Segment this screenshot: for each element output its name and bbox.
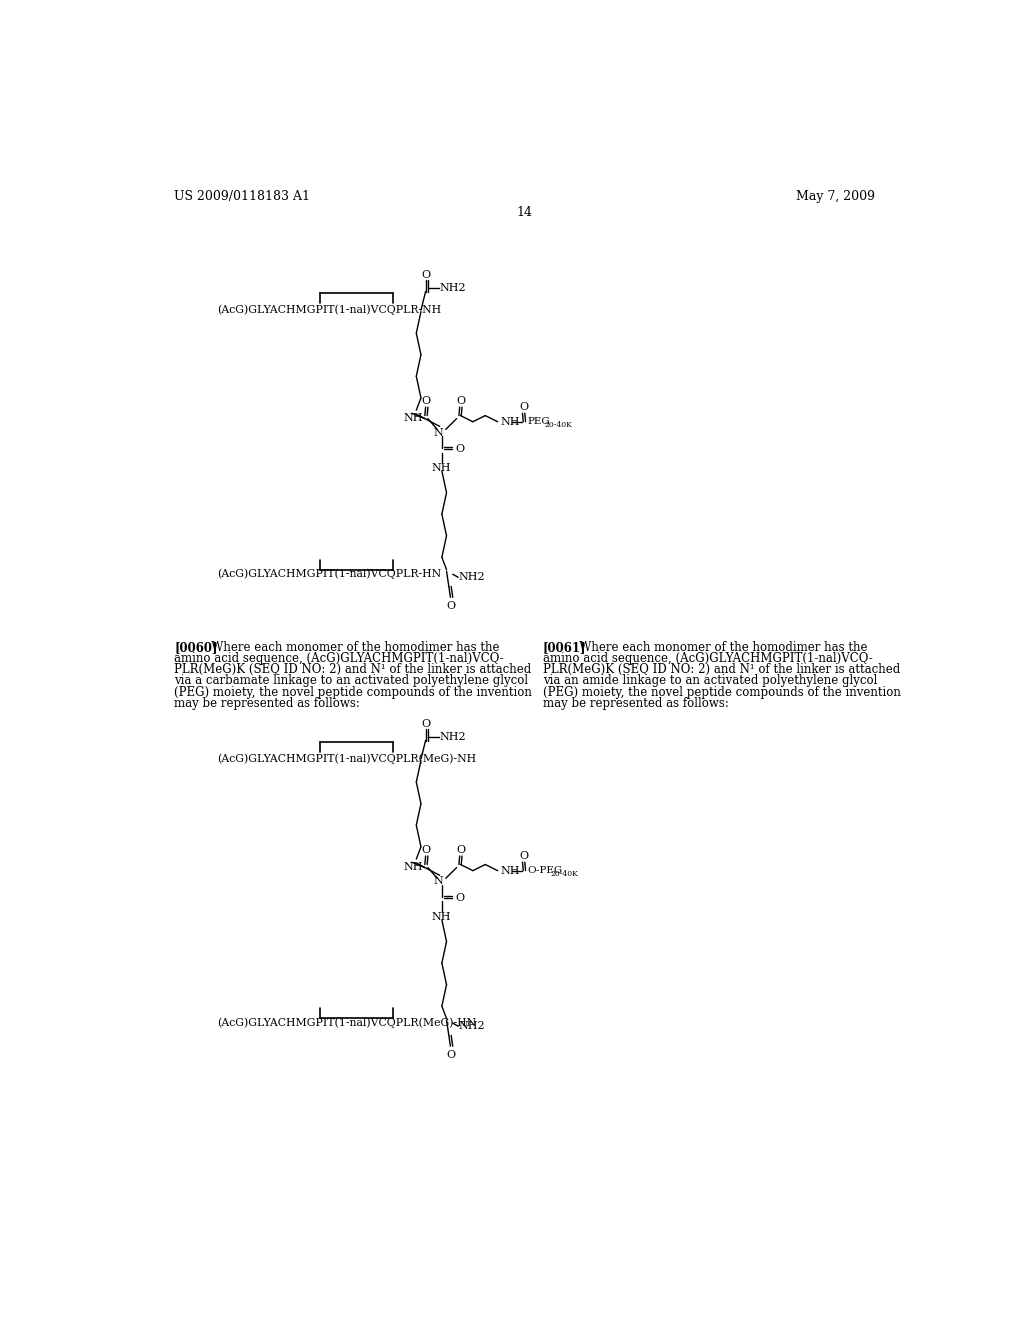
Text: NH: NH xyxy=(500,417,519,426)
Text: O: O xyxy=(422,845,431,855)
Text: [0061]: [0061] xyxy=(543,640,586,653)
Text: (AcG)GLYACHMGPIT(1-nal)VCQPLR(MeG)-NH: (AcG)GLYACHMGPIT(1-nal)VCQPLR(MeG)-NH xyxy=(217,754,476,764)
Text: NH: NH xyxy=(403,862,423,871)
Text: via an amide linkage to an activated polyethylene glycol: via an amide linkage to an activated pol… xyxy=(543,675,877,688)
Text: Where each monomer of the homodimer has the: Where each monomer of the homodimer has … xyxy=(568,640,867,653)
Text: O: O xyxy=(456,892,465,903)
Text: Where each monomer of the homodimer has the: Where each monomer of the homodimer has … xyxy=(200,640,500,653)
Text: O: O xyxy=(446,601,456,611)
Text: O: O xyxy=(519,851,528,861)
Text: NH2: NH2 xyxy=(439,731,466,742)
Text: (AcG)GLYACHMGPIT(1-nal)VCQPLR(MeG)-HN: (AcG)GLYACHMGPIT(1-nal)VCQPLR(MeG)-HN xyxy=(217,1016,476,1028)
Text: O: O xyxy=(456,845,465,855)
Text: may be represented as follows:: may be represented as follows: xyxy=(543,697,728,710)
Text: O: O xyxy=(422,269,431,280)
Text: O: O xyxy=(422,396,431,407)
Text: via a carbamate linkage to an activated polyethylene glycol: via a carbamate linkage to an activated … xyxy=(174,675,528,688)
Text: N: N xyxy=(433,876,442,887)
Text: May 7, 2009: May 7, 2009 xyxy=(796,190,876,203)
Text: amino acid sequence, (AcG)GLYACHMGPIT(1-nal)VCQ-: amino acid sequence, (AcG)GLYACHMGPIT(1-… xyxy=(543,652,872,665)
Text: NH: NH xyxy=(431,463,451,473)
Text: NH: NH xyxy=(500,866,519,875)
Text: (PEG) moiety, the novel peptide compounds of the invention: (PEG) moiety, the novel peptide compound… xyxy=(543,685,900,698)
Text: [0060]: [0060] xyxy=(174,640,218,653)
Text: O: O xyxy=(456,444,465,454)
Text: NH2: NH2 xyxy=(459,1022,485,1031)
Text: PLR(MeG)K (SEQ ID NO: 2) and N¹ of the linker is attached: PLR(MeG)K (SEQ ID NO: 2) and N¹ of the l… xyxy=(174,663,531,676)
Text: (AcG)GLYACHMGPIT(1-nal)VCQPLR-HN: (AcG)GLYACHMGPIT(1-nal)VCQPLR-HN xyxy=(217,568,441,578)
Text: O: O xyxy=(446,1049,456,1060)
Text: O: O xyxy=(519,403,528,412)
Text: PEG: PEG xyxy=(527,417,550,426)
Text: 20-40K: 20-40K xyxy=(544,421,572,429)
Text: amino acid sequence, (AcG)GLYACHMGPIT(1-nal)VCQ-: amino acid sequence, (AcG)GLYACHMGPIT(1-… xyxy=(174,652,504,665)
Text: NH: NH xyxy=(431,912,451,921)
Text: O-PEG: O-PEG xyxy=(527,866,562,875)
Text: US 2009/0118183 A1: US 2009/0118183 A1 xyxy=(174,190,310,203)
Text: (AcG)GLYACHMGPIT(1-nal)VCQPLR-NH: (AcG)GLYACHMGPIT(1-nal)VCQPLR-NH xyxy=(217,305,441,315)
Text: O: O xyxy=(456,396,465,407)
Text: NH2: NH2 xyxy=(459,573,485,582)
Text: NH: NH xyxy=(403,413,423,422)
Text: may be represented as follows:: may be represented as follows: xyxy=(174,697,360,710)
Text: 14: 14 xyxy=(517,206,532,219)
Text: (PEG) moiety, the novel peptide compounds of the invention: (PEG) moiety, the novel peptide compound… xyxy=(174,685,532,698)
Text: PLR(MeG)K (SEQ ID NO: 2) and N¹ of the linker is attached: PLR(MeG)K (SEQ ID NO: 2) and N¹ of the l… xyxy=(543,663,900,676)
Text: NH2: NH2 xyxy=(439,282,466,293)
Text: 20-40K: 20-40K xyxy=(550,870,579,878)
Text: N: N xyxy=(433,428,442,437)
Text: O: O xyxy=(422,718,431,729)
